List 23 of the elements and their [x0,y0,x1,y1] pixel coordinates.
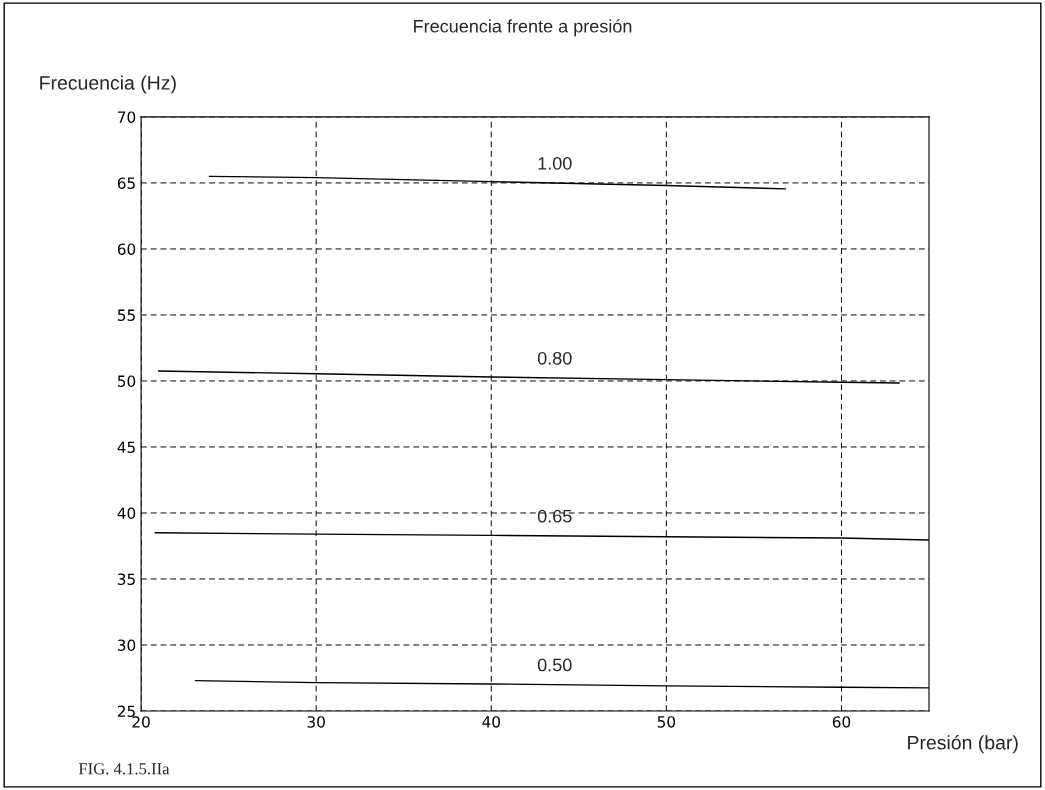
y-tick-label: 60 [117,243,136,255]
series-label: 0.50 [537,658,572,672]
caption: FIG. 4.1.5.IIa [78,763,170,775]
y-tick-label: 55 [117,309,135,321]
y-tick-label: 65 [117,177,135,189]
y-tick-label: 40 [117,507,136,519]
x-axis-title: Presión (bar) [908,735,1018,754]
y-tick-label: 45 [117,441,135,453]
y-axis-title: Frecuencia (Hz) [40,75,176,94]
y-tick-label: 35 [117,573,135,585]
y-tick-label: 25 [117,705,135,718]
x-tick-label: 30 [307,716,325,728]
series-label: 0.80 [537,351,572,365]
series-label: 0.65 [537,509,572,523]
x-tick-label: 60 [832,716,851,728]
y-tick-label: 70 [118,111,136,123]
y-tick-label: 30 [117,639,136,652]
series-label: 1.00 [538,156,572,170]
chart-title: Frecuencia frente a presión [414,19,632,37]
x-tick-label: 50 [657,716,676,728]
x-tick-label: 20 [132,716,150,728]
y-tick-label: 50 [117,375,136,387]
x-tick-label: 40 [482,716,500,728]
